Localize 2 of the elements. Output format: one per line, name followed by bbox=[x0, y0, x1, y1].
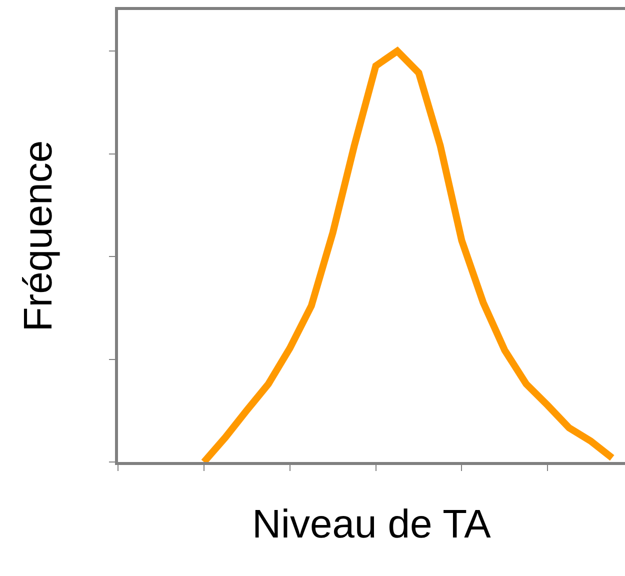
x-axis-title: Niveau de TA bbox=[252, 502, 492, 546]
y-axis-title: Fréquence bbox=[16, 140, 60, 332]
